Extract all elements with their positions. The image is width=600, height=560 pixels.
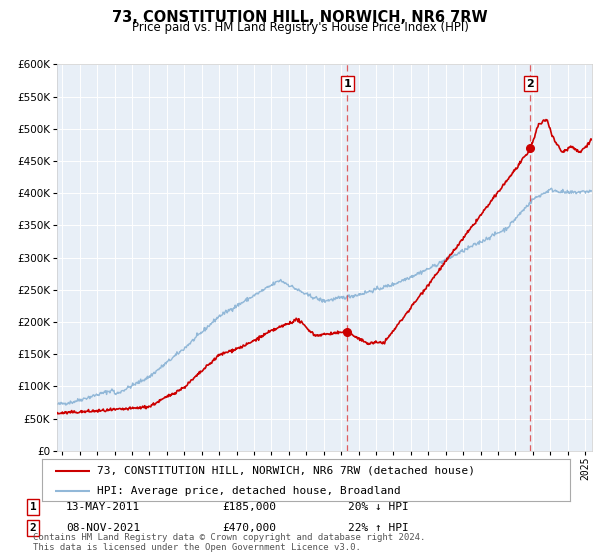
Text: £470,000: £470,000 (222, 523, 276, 533)
Text: 22% ↑ HPI: 22% ↑ HPI (348, 523, 409, 533)
Text: 20% ↓ HPI: 20% ↓ HPI (348, 502, 409, 512)
Text: HPI: Average price, detached house, Broadland: HPI: Average price, detached house, Broa… (97, 486, 401, 496)
Text: 73, CONSTITUTION HILL, NORWICH, NR6 7RW (detached house): 73, CONSTITUTION HILL, NORWICH, NR6 7RW … (97, 465, 475, 475)
Text: Contains HM Land Registry data © Crown copyright and database right 2024.
This d: Contains HM Land Registry data © Crown c… (33, 533, 425, 552)
Text: 73, CONSTITUTION HILL, NORWICH, NR6 7RW: 73, CONSTITUTION HILL, NORWICH, NR6 7RW (112, 10, 488, 25)
Text: 13-MAY-2011: 13-MAY-2011 (66, 502, 140, 512)
Text: £185,000: £185,000 (222, 502, 276, 512)
Text: Price paid vs. HM Land Registry's House Price Index (HPI): Price paid vs. HM Land Registry's House … (131, 21, 469, 34)
Text: 1: 1 (344, 79, 352, 88)
Text: 2: 2 (29, 523, 37, 533)
Text: 08-NOV-2021: 08-NOV-2021 (66, 523, 140, 533)
Text: 1: 1 (29, 502, 37, 512)
Text: 2: 2 (527, 79, 535, 88)
